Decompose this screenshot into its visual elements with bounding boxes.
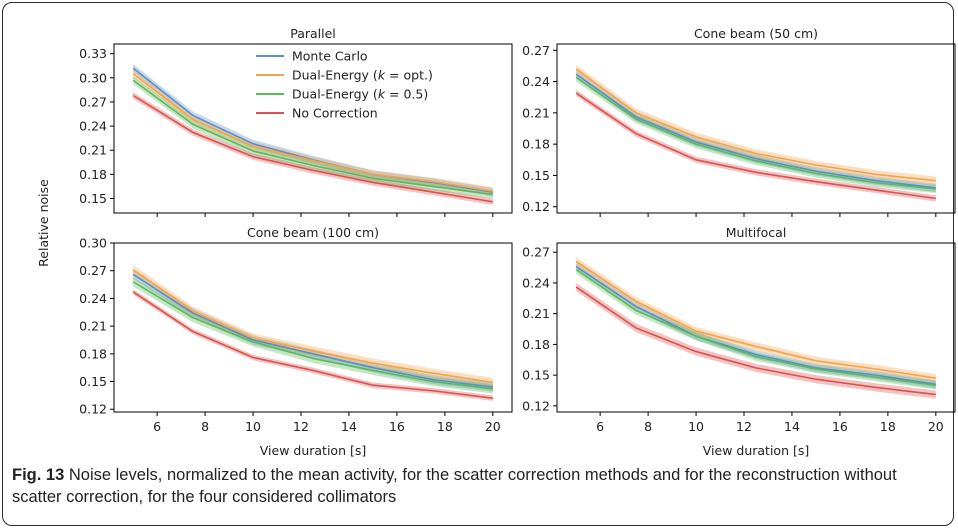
y-tick-label: 0.21 [522, 306, 550, 321]
legend-label: Dual-Energy (k = opt.) [292, 68, 433, 83]
x-tick-label: 18 [880, 419, 896, 434]
series-line [132, 291, 493, 399]
y-tick-label: 0.18 [522, 337, 550, 352]
x-tick-label: 12 [736, 419, 752, 434]
series-band [576, 70, 936, 193]
plot-frame [113, 242, 513, 413]
series-line [575, 73, 936, 189]
plot-frame [556, 242, 956, 413]
series-line [575, 268, 936, 387]
y-tick-label: 0.27 [522, 245, 550, 260]
series-band [576, 265, 936, 390]
subplot-title: Cone beam (50 cm) [694, 26, 818, 41]
series-line [575, 265, 936, 386]
series-line [132, 79, 493, 196]
x-tick-label: 8 [644, 419, 652, 434]
x-tick-label: 8 [201, 419, 209, 434]
series-band [576, 262, 936, 389]
y-tick-label: 0.30 [79, 70, 107, 85]
y-tick-label: 0.21 [79, 319, 107, 334]
x-tick-label: 20 [485, 419, 501, 434]
y-tick-label: 0.18 [79, 346, 107, 361]
y-tick-label: 0.21 [79, 143, 107, 158]
x-tick-label: 6 [153, 419, 161, 434]
legend-label: Dual-Energy (k = 0.5) [292, 87, 428, 102]
series-line [132, 281, 493, 390]
y-tick-label: 0.12 [522, 199, 550, 214]
subplot-1: Parallel 0.15 0.18 0.21 0.24 0.27 0.30 0.33 [79, 26, 513, 217]
series-band [576, 64, 936, 185]
y-tick-label: 0.18 [79, 167, 107, 182]
y-tick-label: 0.24 [79, 119, 107, 134]
y-tick-label: 0.15 [522, 168, 550, 183]
x-axis-label-left: View duration [s] [260, 443, 366, 458]
series-band [133, 269, 493, 392]
subplot-2: Cone beam (50 cm) 0.12 0.15 0.18 0.21 0.24 0.2… [522, 26, 956, 217]
series-line [132, 273, 493, 388]
x-tick-label: 6 [596, 419, 604, 434]
y-tick-label: 0.24 [79, 291, 107, 306]
series-line [575, 260, 936, 379]
y-tick-label: 0.15 [522, 368, 550, 383]
legend-label: Monte Carlo [292, 49, 368, 64]
series-band [133, 64, 493, 197]
figure-caption: Fig. 13 Noise levels, normalized to the … [12, 464, 947, 508]
legend-label: No Correction [292, 106, 378, 121]
y-axis-label: Relative noise [36, 179, 51, 267]
series-line [575, 92, 936, 200]
subplot-title: Parallel [290, 26, 336, 41]
y-tick-label: 0.30 [79, 236, 107, 251]
x-tick-label: 10 [688, 419, 704, 434]
x-tick-label: 16 [832, 419, 848, 434]
y-tick-label: 0.27 [79, 263, 107, 278]
series-line [132, 94, 493, 203]
subplot-title: Cone beam (100 cm) [247, 225, 379, 240]
y-tick-label: 0.15 [79, 374, 107, 389]
x-tick-label: 12 [293, 419, 309, 434]
x-tick-label: 20 [928, 419, 944, 434]
subplot-3: Cone beam (100 cm) 6 8 10 12 14 16 18 20 0.12 0.15… [79, 225, 513, 434]
y-tick-label: 0.27 [522, 43, 550, 58]
x-tick-label: 16 [389, 419, 405, 434]
y-tick-label: 0.24 [522, 74, 550, 89]
subplot-title: Multifocal [726, 225, 787, 240]
x-tick-label: 14 [784, 419, 800, 434]
series-line [575, 286, 936, 396]
legend: Monte Carlo Dual-Energy (k = opt.) Dual-En… [256, 49, 433, 121]
series-band [576, 73, 936, 194]
subplot-4: Multifocal 6 8 10 12 14 16 18 20 0.12 0.15 0.18 0.21… [522, 225, 956, 434]
chart-canvas: Relative noise View duration [s] View du… [36, 26, 956, 458]
series-band [133, 69, 493, 196]
series-line [575, 76, 936, 190]
x-tick-label: 10 [245, 419, 261, 434]
x-tick-label: 14 [341, 419, 357, 434]
series-band [576, 89, 936, 202]
y-tick-label: 0.27 [79, 94, 107, 109]
caption-label: Fig. 13 [12, 466, 65, 484]
series-band [133, 265, 493, 388]
plot-frame [556, 43, 956, 214]
y-tick-label: 0.12 [522, 398, 550, 413]
caption-text: Noise levels, normalized to the mean act… [12, 466, 897, 506]
y-tick-label: 0.21 [522, 105, 550, 120]
series-line [132, 73, 493, 193]
y-tick-label: 0.12 [79, 402, 107, 417]
series-band [576, 282, 936, 399]
y-tick-label: 0.15 [79, 191, 107, 206]
series-band [576, 257, 936, 383]
series-line [575, 68, 936, 182]
y-tick-label: 0.18 [522, 137, 550, 152]
x-tick-label: 18 [437, 419, 453, 434]
plot-frame [113, 43, 513, 214]
y-tick-label: 0.24 [522, 275, 550, 290]
series-band [133, 92, 493, 205]
x-axis-label-right: View duration [s] [703, 443, 809, 458]
y-tick-label: 0.33 [79, 46, 107, 61]
series-line [132, 269, 493, 384]
